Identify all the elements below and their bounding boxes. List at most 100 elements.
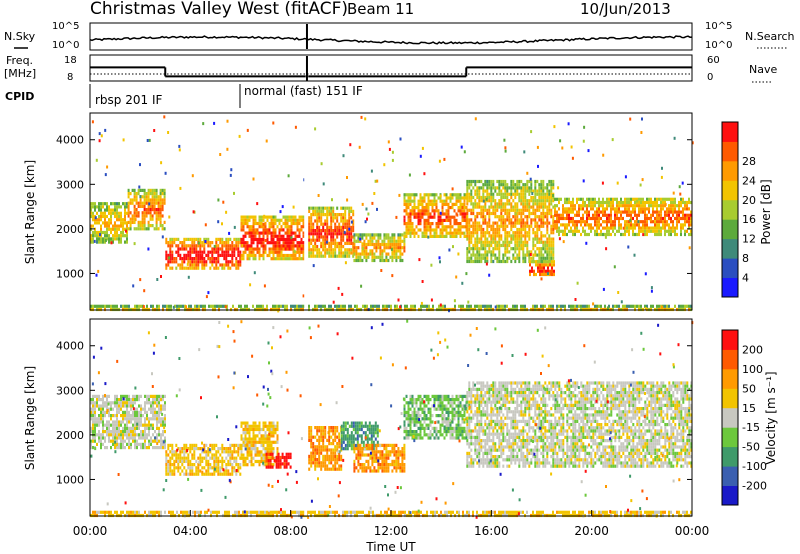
heatmap-cell [258, 437, 261, 441]
heatmap-cell [126, 234, 128, 238]
heatmap-cell [546, 256, 549, 260]
heatmap-cell [226, 304, 228, 308]
heatmap-cell [252, 437, 255, 441]
heatmap-cell [417, 206, 420, 210]
heatmap-cell [680, 232, 682, 237]
heatmap-cell [486, 227, 489, 232]
heatmap-cell [258, 421, 261, 425]
heatmap-cell [120, 439, 122, 443]
heatmap-cell [654, 220, 656, 224]
heatmap-cell [357, 255, 360, 259]
heatmap-cell [205, 469, 208, 473]
heatmap-cell [108, 410, 110, 414]
heatmap-cell [122, 439, 124, 443]
heatmap-cell [346, 222, 349, 226]
heatmap-cell [242, 244, 245, 248]
heatmap-cell [314, 238, 317, 242]
heatmap-cell [256, 304, 258, 308]
heatmap-cell [314, 219, 317, 223]
heatmap-cell [510, 186, 513, 190]
heatmap-cell [490, 183, 493, 187]
heatmap-speckle [156, 278, 159, 281]
heatmap-cell [195, 472, 198, 476]
heatmap-cell [158, 394, 160, 398]
heatmap-cell [355, 239, 358, 243]
heatmap-cell [666, 229, 668, 233]
heatmap-cell [98, 433, 100, 437]
heatmap-cell [122, 420, 124, 424]
heatmap-cell [100, 304, 102, 308]
heatmap-cell [620, 216, 622, 221]
heatmap-cell [461, 202, 464, 206]
heatmap-cell [106, 420, 108, 424]
heatmap-cell [686, 216, 688, 221]
heatmap-cell [130, 433, 132, 437]
heatmap-cell [522, 250, 525, 254]
heatmap-cell [498, 227, 501, 232]
heatmap-cell [215, 260, 218, 264]
heatmap-cell [620, 197, 622, 201]
heatmap-cell [437, 196, 440, 200]
heatmap-cell [393, 233, 396, 237]
heatmap-cell [690, 223, 692, 227]
heatmap-cell [550, 215, 553, 219]
heatmap-cell [114, 230, 116, 235]
heatmap-cell [490, 253, 493, 257]
heatmap-speckle [387, 140, 390, 144]
heatmap-cell [449, 231, 452, 235]
heatmap-cell [496, 208, 499, 212]
heatmap-cell [215, 453, 218, 457]
heatmap-cell [472, 231, 475, 235]
heatmap-cell [112, 211, 114, 215]
heatmap-cell [160, 410, 162, 414]
heatmap-cell [158, 401, 160, 405]
heatmap-cell [150, 423, 152, 427]
heatmap-cell [514, 192, 517, 196]
heatmap-cell [256, 434, 259, 438]
heatmap-cell [92, 417, 94, 421]
heatmap-cell [660, 220, 662, 224]
heatmap-cell [118, 211, 120, 215]
heatmap-cell [134, 442, 136, 446]
heatmap-cell [256, 231, 259, 235]
heatmap-cell [104, 211, 106, 215]
heatmap-speckle [526, 171, 529, 175]
heatmap-cell [476, 247, 479, 251]
heatmap-cell [586, 216, 588, 221]
heatmap-speckle [383, 163, 386, 167]
heatmap-cell [286, 253, 289, 258]
heatmap-cell [429, 215, 432, 219]
heatmap-cell [169, 466, 172, 470]
heatmap-cell [324, 248, 327, 252]
heatmap-cell [536, 240, 539, 244]
heatmap-cell [100, 407, 102, 411]
heatmap-cell [596, 223, 598, 227]
heatmap-cell [124, 394, 126, 398]
heatmap-speckle [558, 237, 561, 241]
heatmap-cell [660, 207, 662, 211]
heatmap-speckle [213, 244, 216, 248]
heatmap-cell [676, 223, 678, 227]
heatmap-cell [550, 304, 552, 308]
heatmap-cell [551, 263, 553, 267]
heatmap-cell [658, 210, 660, 214]
heatmap-cell [252, 237, 255, 242]
heatmap-cell [199, 463, 202, 467]
heatmap-cell [540, 221, 543, 225]
heatmap-cell [264, 228, 267, 232]
heatmap-cell [205, 237, 208, 241]
heatmap-cell [92, 439, 94, 443]
heatmap-cell [359, 233, 362, 237]
heatmap-cell [562, 223, 564, 227]
heatmap-speckle [125, 229, 127, 233]
heatmap-cell [540, 202, 543, 206]
heatmap-cell [204, 304, 206, 308]
heatmap-cell [146, 423, 148, 427]
heatmap-cell [142, 446, 144, 450]
heatmap-cell [324, 238, 327, 242]
heatmap-cell [568, 304, 570, 308]
heatmap-cell [94, 426, 96, 430]
heatmap-cell [185, 266, 188, 270]
heatmap-cell [537, 263, 539, 267]
heatmap-speckle [629, 117, 632, 121]
